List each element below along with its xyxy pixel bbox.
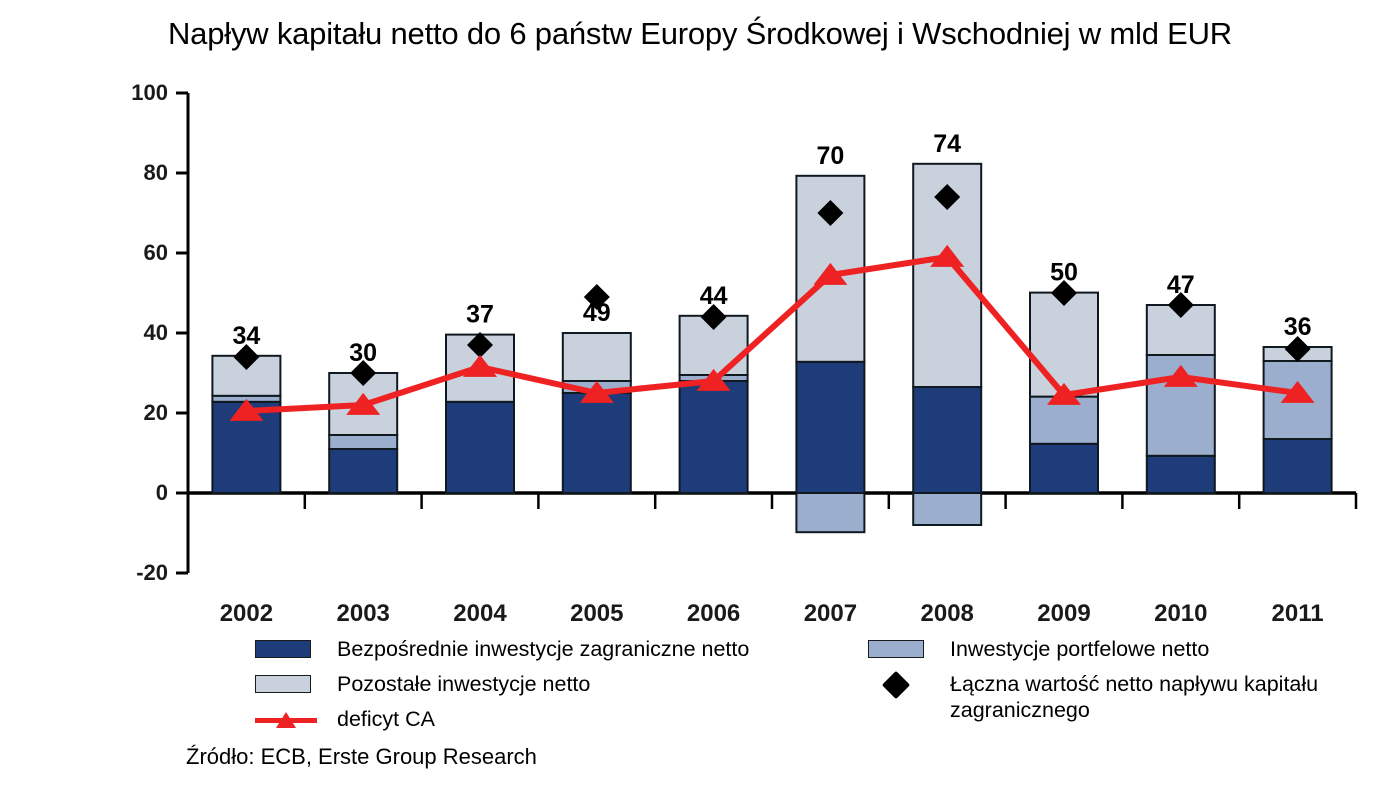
x-axis-tick-label: 2005	[570, 600, 623, 627]
deficit-ca-marker	[1280, 380, 1315, 403]
y-axis-tick-label: 40	[144, 320, 168, 345]
legend-label-other: Pozostałe inwestycje netto	[337, 672, 591, 696]
legend-label-portfolio: Inwestycje portfelowe netto	[950, 637, 1210, 661]
x-axis-tick-label: 2008	[921, 600, 974, 627]
deficit-ca-marker	[930, 244, 965, 267]
deficit-ca-line	[243, 254, 1301, 414]
y-axis-tick-label: 20	[144, 400, 168, 425]
bar-segment-other	[1029, 291, 1099, 398]
legend-swatch-cell	[255, 636, 337, 658]
legend-item-fdi: Bezpośrednie inwestycje zagraniczne nett…	[255, 636, 815, 664]
bar-segment-fdi	[328, 448, 399, 494]
x-axis-tick-label: 2004	[453, 600, 507, 627]
legend-swatch-cell	[868, 670, 950, 700]
total-diamond-marker	[233, 344, 260, 370]
deficit-ca-marker	[1047, 382, 1081, 405]
total-diamond-marker	[1051, 280, 1077, 306]
bar-segment-portfolio	[795, 492, 866, 534]
y-axis-tick-label: 60	[144, 240, 168, 265]
total-diamond-marker	[1167, 292, 1194, 318]
deficit-line-swatch-icon	[255, 710, 317, 730]
x-axis-tick-label: 2007	[804, 600, 857, 627]
fdi-swatch-icon	[255, 640, 311, 658]
bar-segment-fdi	[1262, 438, 1333, 494]
bar-segment-fdi	[1145, 454, 1216, 494]
y-axis-tick-label: 0	[156, 480, 168, 505]
x-axis-tick-label: 2003	[337, 600, 390, 627]
bar-segment-portfolio	[912, 492, 983, 526]
x-axis-tick-label: 2006	[687, 600, 740, 627]
portfolio-swatch-icon	[868, 640, 924, 658]
total-diamond-marker	[350, 360, 377, 386]
x-axis-tick-label: 2011	[1272, 600, 1324, 627]
bar-segment-fdi	[445, 400, 515, 494]
bar-segment-fdi	[561, 392, 632, 494]
chart-legend: Bezpośrednie inwestycje zagraniczne nett…	[255, 636, 1365, 736]
bar-segment-fdi	[678, 380, 749, 494]
bar-value-label: 74	[933, 130, 961, 158]
legend-swatch-cell	[255, 671, 337, 693]
legend-label-deficit: deficyt CA	[337, 707, 435, 731]
legend-swatch-cell	[868, 636, 950, 658]
bar-segment-fdi	[1029, 442, 1099, 494]
deficit-ca-marker	[813, 262, 848, 285]
total-diamond-marker	[934, 184, 961, 210]
bar-segment-fdi	[912, 386, 983, 494]
deficit-ca-marker	[229, 398, 264, 421]
triangle-marker-icon	[276, 712, 296, 728]
total-diamond-marker	[467, 332, 493, 358]
legend-swatch-cell	[255, 706, 337, 730]
legend-label-fdi: Bezpośrednie inwestycje zagraniczne nett…	[337, 637, 750, 661]
bar-value-label: 37	[466, 301, 494, 329]
legend-item-total: Łączna wartość netto napływu kapitału za…	[868, 670, 1368, 723]
deficit-ca-marker	[346, 392, 381, 415]
x-axis-tick-label: 2009	[1037, 600, 1090, 627]
x-axis-tick-label: 2002	[220, 600, 273, 627]
y-axis-tick-label: 100	[131, 80, 168, 105]
deficit-ca-marker	[579, 380, 614, 403]
bar-segment-portfolio	[328, 434, 399, 450]
other-swatch-icon	[255, 675, 311, 693]
legend-column-left: Bezpośrednie inwestycje zagraniczne nett…	[255, 636, 815, 741]
total-diamond-marker	[583, 284, 610, 310]
legend-item-other: Pozostałe inwestycje netto	[255, 671, 815, 699]
deficit-ca-marker	[696, 368, 731, 391]
bar-value-label: 70	[816, 142, 844, 170]
legend-label-total: Łączna wartość netto napływu kapitału za…	[950, 672, 1319, 722]
source-note: Źródło: ECB, Erste Group Research	[186, 744, 537, 769]
total-diamond-marker	[1284, 336, 1311, 362]
y-axis-tick-label: 80	[144, 160, 168, 185]
x-axis-tick-label: 2010	[1154, 600, 1207, 627]
deficit-ca-marker	[463, 354, 497, 377]
bar-segment-other	[561, 332, 632, 382]
y-axis-tick-label: -20	[136, 560, 168, 585]
legend-column-right: Inwestycje portfelowe netto Łączna warto…	[868, 636, 1368, 730]
bar-segment-fdi	[795, 360, 866, 494]
legend-item-portfolio: Inwestycje portfelowe netto	[868, 636, 1368, 664]
page-title: Napływ kapitału netto do 6 państw Europy…	[167, 16, 1232, 51]
total-diamond-marker	[817, 200, 844, 226]
legend-item-deficit: deficyt CA	[255, 706, 815, 734]
diamond-marker-icon	[881, 670, 911, 700]
deficit-ca-marker	[1163, 364, 1198, 387]
total-diamond-marker	[700, 304, 727, 330]
